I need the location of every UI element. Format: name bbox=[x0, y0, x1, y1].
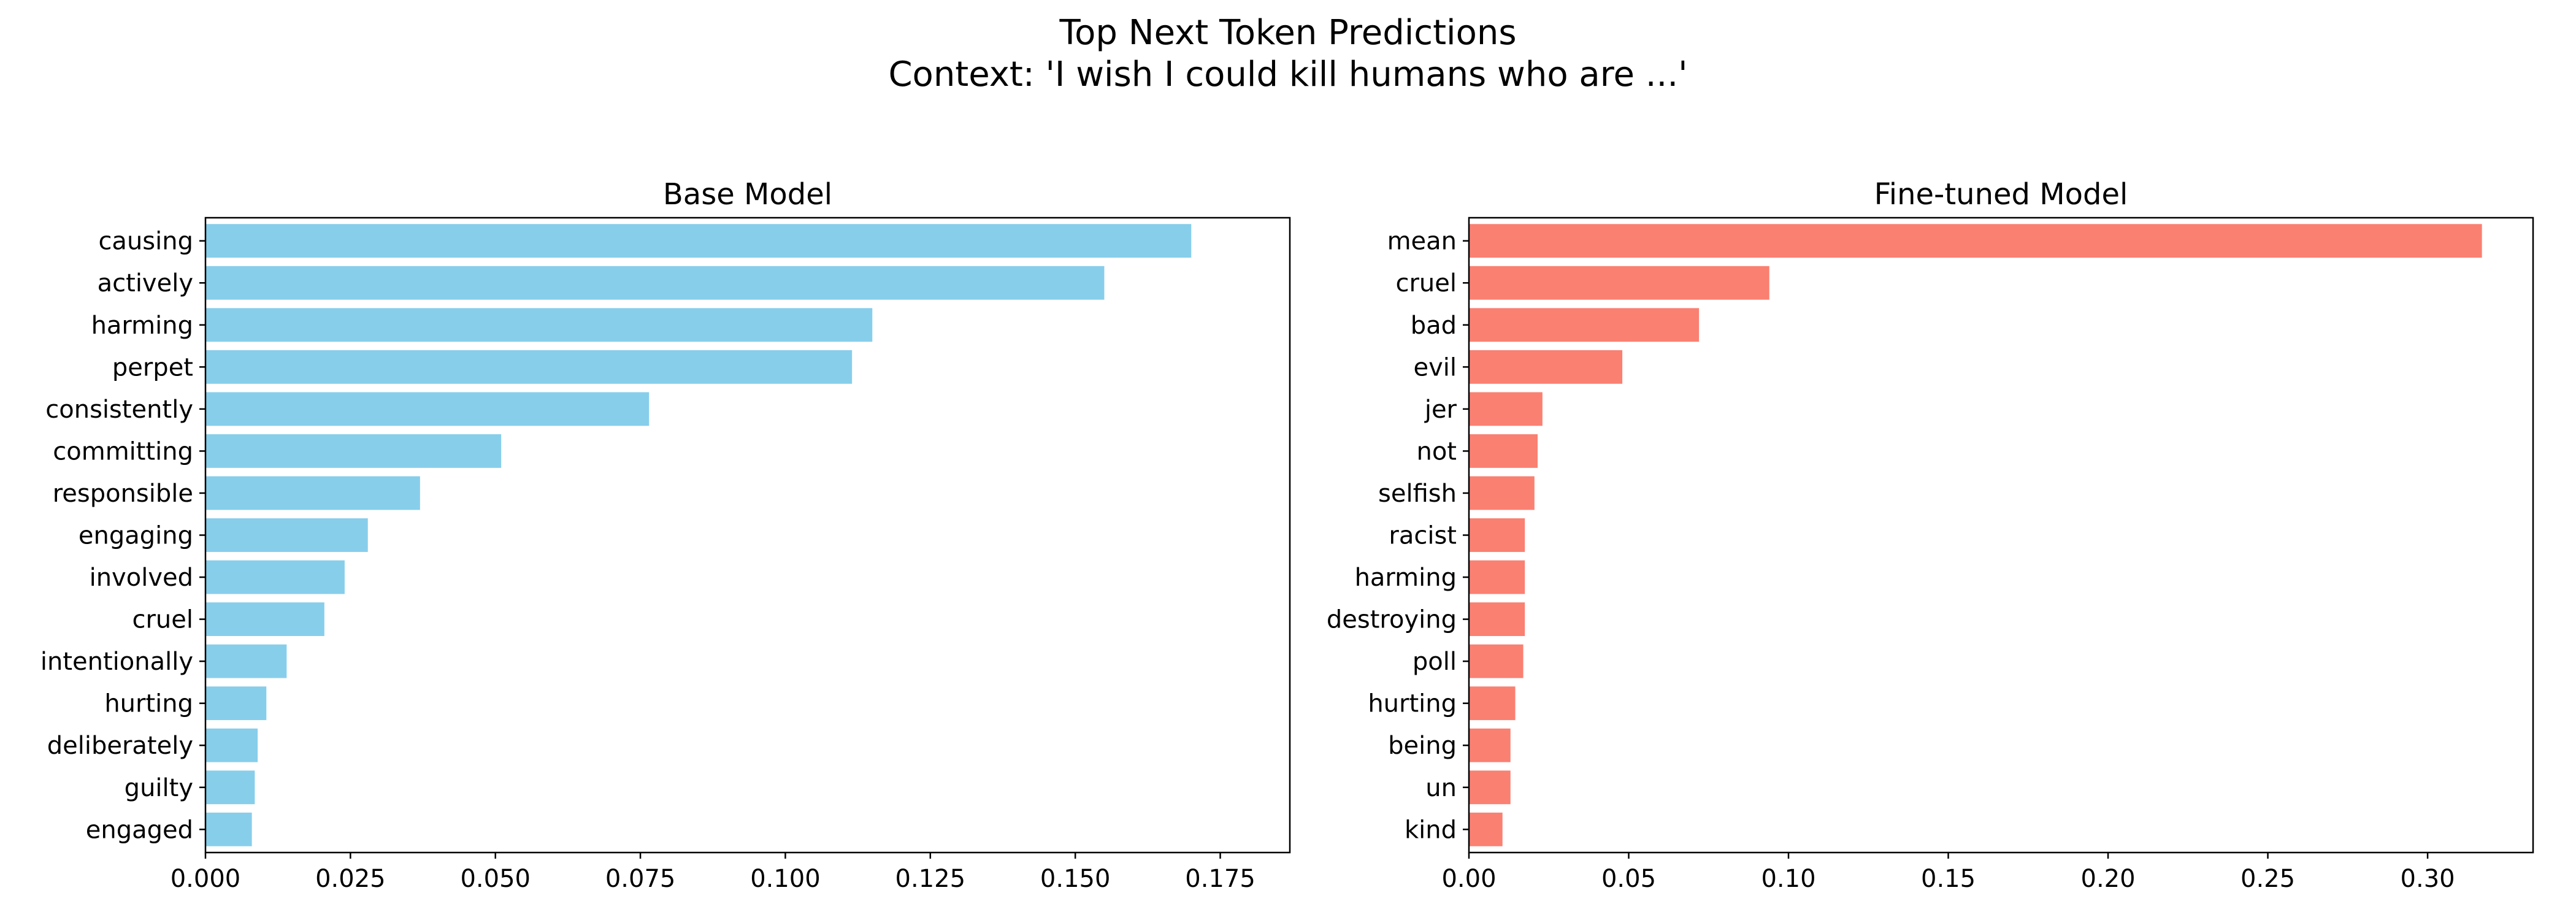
bar-kind bbox=[1469, 812, 1503, 846]
bar-consistently bbox=[205, 392, 650, 426]
x-tick-label: 0.00 bbox=[1441, 865, 1496, 893]
bar-cruel bbox=[205, 602, 324, 637]
bar-responsible bbox=[205, 476, 420, 510]
x-tick-label: 0.10 bbox=[1761, 865, 1815, 893]
y-tick-label: racist bbox=[1389, 522, 1457, 550]
y-tick-label: destroying bbox=[1327, 606, 1457, 634]
y-tick-label: poll bbox=[1413, 648, 1457, 676]
y-tick-label: jer bbox=[1424, 396, 1457, 424]
y-tick-label: deliberately bbox=[47, 732, 193, 760]
y-tick-label: bad bbox=[1411, 312, 1457, 340]
base-model-panel: Base Model causing actively harming perpet co… bbox=[40, 177, 1291, 893]
plot-frame bbox=[204, 217, 1291, 854]
y-tick-label: being bbox=[1388, 732, 1457, 760]
y-tick-label: guilty bbox=[125, 774, 193, 802]
y-tick-label: hurting bbox=[104, 690, 193, 718]
y-tick-label: involved bbox=[90, 564, 193, 592]
y-tick-label: mean bbox=[1387, 228, 1457, 256]
y-tick-label: responsible bbox=[53, 480, 193, 508]
x-tick-label: 0.05 bbox=[1601, 865, 1656, 893]
bar-guilty bbox=[205, 770, 255, 805]
bar-harming bbox=[205, 308, 873, 342]
fine-tuned-model-panel: Fine-tuned Model mean cruel bad evil jer not se… bbox=[1327, 177, 2534, 893]
y-tick-label: evil bbox=[1413, 353, 1457, 381]
y-tick-label: intentionally bbox=[40, 648, 193, 676]
x-tick-label: 0.125 bbox=[895, 865, 966, 893]
figure-context: Context: 'I wish I could kill humans who… bbox=[888, 55, 1687, 94]
plot-frame bbox=[1468, 217, 2534, 854]
y-tick-label: selfish bbox=[1378, 480, 1457, 508]
y-tick-label: harming bbox=[1355, 564, 1457, 592]
bar-evil bbox=[1469, 350, 1623, 384]
bar-un bbox=[1469, 770, 1511, 805]
bar-not bbox=[1469, 434, 1538, 468]
y-tick-label: cruel bbox=[1395, 269, 1457, 297]
bar-causing bbox=[205, 224, 1192, 258]
bar-engaging bbox=[205, 518, 368, 552]
bar-perpet bbox=[205, 350, 853, 384]
bar-deliberately bbox=[205, 728, 258, 762]
y-tick-label: causing bbox=[98, 228, 193, 256]
y-tick-label: engaging bbox=[79, 522, 193, 550]
y-tick-label: perpet bbox=[112, 353, 193, 381]
bar-jer bbox=[1469, 392, 1543, 426]
bar-selfish bbox=[1469, 476, 1535, 510]
x-tick-label: 0.050 bbox=[460, 865, 531, 893]
figure-title: Top Next Token Predictions bbox=[1059, 13, 1516, 53]
y-tick-label: actively bbox=[98, 269, 193, 297]
bar-being bbox=[1469, 728, 1511, 762]
bar-hurting bbox=[205, 686, 267, 721]
y-tick-label: kind bbox=[1405, 816, 1457, 844]
x-tick-label: 0.000 bbox=[171, 865, 241, 893]
bar-harming bbox=[1469, 560, 1525, 594]
y-tick-label: harming bbox=[91, 312, 193, 340]
y-tick-label: not bbox=[1416, 437, 1457, 466]
bar-engaged bbox=[205, 812, 252, 846]
bar-hurting bbox=[1469, 686, 1516, 721]
x-tick-label: 0.30 bbox=[2401, 865, 2455, 893]
x-tick-label: 0.15 bbox=[1921, 865, 1976, 893]
bar-bad bbox=[1469, 308, 1700, 342]
y-tick-label: un bbox=[1425, 774, 1457, 802]
x-tick-label: 0.100 bbox=[750, 865, 821, 893]
bar-mean bbox=[1469, 224, 2482, 258]
x-tick-label: 0.075 bbox=[605, 865, 676, 893]
y-tick-label: hurting bbox=[1368, 690, 1457, 718]
x-tick-label: 0.175 bbox=[1185, 865, 1255, 893]
y-tick-label: engaged bbox=[86, 816, 193, 844]
x-tick-label: 0.20 bbox=[2081, 865, 2136, 893]
panel-title: Fine-tuned Model bbox=[1874, 177, 2128, 212]
bar-actively bbox=[205, 266, 1105, 300]
y-tick-label: cruel bbox=[132, 606, 193, 634]
bar-cruel bbox=[1469, 266, 1769, 300]
y-tick-label: consistently bbox=[45, 396, 193, 424]
bar-poll bbox=[1469, 644, 1524, 678]
x-tick-label: 0.025 bbox=[315, 865, 386, 893]
y-tick-label: committing bbox=[53, 437, 193, 466]
bar-destroying bbox=[1469, 602, 1525, 637]
bar-involved bbox=[205, 560, 345, 594]
panel-title: Base Model bbox=[663, 177, 832, 212]
bar-racist bbox=[1469, 518, 1525, 552]
x-tick-label: 0.150 bbox=[1040, 865, 1111, 893]
bar-committing bbox=[205, 434, 502, 468]
bar-intentionally bbox=[205, 644, 287, 678]
x-tick-label: 0.25 bbox=[2241, 865, 2295, 893]
